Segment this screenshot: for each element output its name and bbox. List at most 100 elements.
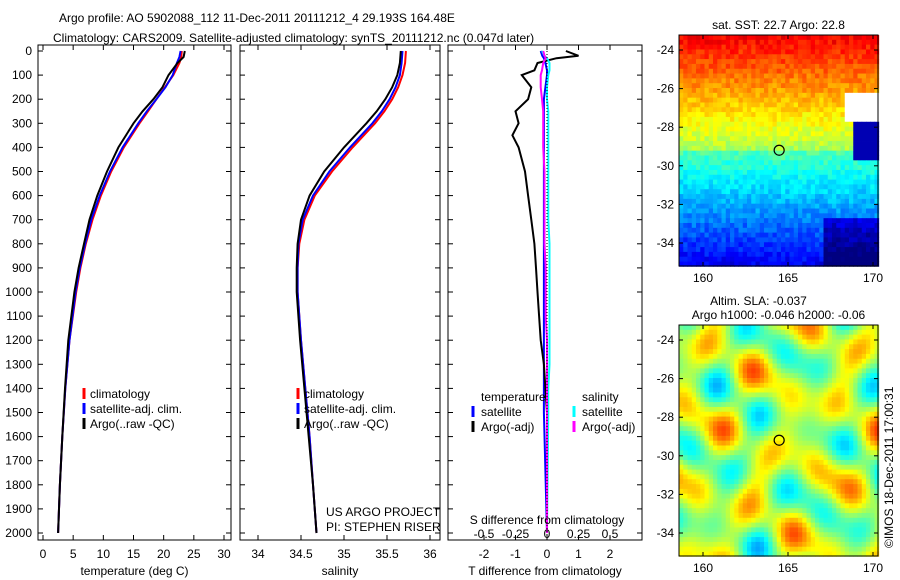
map-cell xyxy=(768,227,773,234)
map-cell xyxy=(700,517,705,524)
map-cell xyxy=(751,208,756,214)
map-cell xyxy=(708,49,714,55)
map-cell xyxy=(751,479,756,485)
map-cell xyxy=(781,339,786,345)
map-cell xyxy=(734,445,739,451)
map-cell xyxy=(844,387,850,393)
map-cell xyxy=(751,68,756,74)
map-cell xyxy=(751,484,756,490)
map-cell xyxy=(704,479,710,485)
map-cell xyxy=(781,179,786,185)
map-cell xyxy=(759,406,765,413)
map-cell xyxy=(866,498,871,504)
map-cell xyxy=(781,431,786,437)
map-cell xyxy=(853,39,858,46)
map-cell xyxy=(866,426,871,432)
map-cell xyxy=(687,508,693,514)
map-cell xyxy=(827,174,833,180)
map-cell xyxy=(738,232,744,238)
map-cell xyxy=(730,416,735,422)
map-cell xyxy=(836,440,841,446)
map-cell xyxy=(844,363,850,369)
map-cell xyxy=(696,256,701,262)
map-cell xyxy=(679,242,684,248)
map-cell xyxy=(700,39,705,46)
map-cell xyxy=(679,63,684,70)
map-cell xyxy=(734,546,739,552)
map-cell xyxy=(755,353,761,360)
map-cell xyxy=(717,68,722,74)
map-cell xyxy=(730,198,735,205)
map-cell xyxy=(700,416,705,422)
map-cell xyxy=(861,440,867,446)
map-cell xyxy=(742,261,748,267)
map-cell xyxy=(734,541,739,548)
map-cell xyxy=(781,479,786,485)
map-cell xyxy=(793,49,799,55)
map-cell xyxy=(785,39,790,46)
map-cell xyxy=(683,198,688,205)
map-cell xyxy=(832,247,837,253)
map-cell xyxy=(806,325,812,331)
map-cell xyxy=(747,169,752,176)
map-cell xyxy=(738,39,744,46)
map-cell xyxy=(789,174,795,180)
map-cell xyxy=(738,392,744,398)
map-cell xyxy=(785,237,790,243)
map-cell xyxy=(789,227,795,234)
map-cell xyxy=(751,213,756,219)
map-cell xyxy=(840,116,846,123)
map-cell xyxy=(806,251,812,258)
map-cell xyxy=(806,237,812,243)
map-cell xyxy=(849,198,854,205)
map-cell xyxy=(768,73,773,79)
map-cell xyxy=(827,392,833,398)
map-cell xyxy=(755,49,761,55)
map-cell xyxy=(785,378,790,384)
map-cell xyxy=(827,208,833,214)
map-cell xyxy=(853,517,858,524)
map-cell xyxy=(832,339,837,345)
map-cell xyxy=(815,73,820,79)
map-cell xyxy=(683,73,688,79)
map-cell xyxy=(827,97,833,103)
map-cell xyxy=(874,194,880,200)
map-cell xyxy=(849,92,854,99)
map-cell xyxy=(785,402,790,408)
map-cell xyxy=(789,73,795,79)
map-cell xyxy=(772,373,778,379)
map-cell xyxy=(679,445,684,451)
map-cell xyxy=(810,469,816,475)
map-cell xyxy=(751,97,756,103)
map-cell xyxy=(785,78,790,84)
map-cell xyxy=(713,150,718,156)
map-cell xyxy=(768,493,773,499)
map-cell xyxy=(789,83,795,89)
map-cell xyxy=(717,126,722,132)
map-cell xyxy=(683,541,688,548)
map-cell xyxy=(772,102,778,108)
map-cell xyxy=(725,431,731,437)
map-cell xyxy=(802,339,807,345)
map-cell xyxy=(713,537,718,543)
map-cell xyxy=(687,179,693,185)
map-cell xyxy=(721,382,727,389)
map-cell xyxy=(815,68,820,74)
map-cell xyxy=(810,97,816,103)
map-cell xyxy=(870,165,875,171)
map-cell xyxy=(721,78,727,84)
map-cell xyxy=(700,508,705,514)
map-cell xyxy=(823,179,829,185)
map-cell xyxy=(806,218,812,224)
map-cell xyxy=(700,232,705,238)
map-cell xyxy=(776,503,782,509)
map-cell xyxy=(870,97,875,103)
legend-label: Argo(-adj) xyxy=(582,420,635,434)
map-cell xyxy=(836,402,841,408)
map-cell xyxy=(713,508,718,514)
map-cell xyxy=(840,92,846,99)
map-cell xyxy=(844,102,850,108)
map-cell xyxy=(806,493,812,499)
map-cell xyxy=(742,222,748,229)
map-cell xyxy=(759,532,765,538)
